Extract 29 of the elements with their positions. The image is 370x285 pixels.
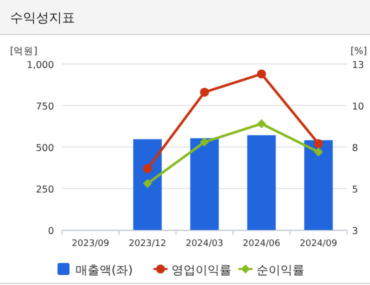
x-tick-label: 2024/03 — [186, 239, 224, 249]
y-tick-label: 500 — [36, 143, 54, 154]
y2-axis-title: [%] — [350, 46, 367, 57]
point — [314, 139, 323, 148]
legend-label: 매출액(좌) — [76, 263, 133, 277]
y-tick-label: 750 — [36, 102, 54, 112]
point — [143, 164, 152, 174]
y-tick-label: 250 — [36, 184, 54, 196]
y-tick-label: 0 — [48, 226, 54, 237]
point — [257, 69, 266, 78]
point — [143, 179, 152, 188]
y-tick-label: 1,000 — [26, 60, 54, 71]
x-tick-label: 2023/12 — [128, 239, 166, 249]
chart-title: 수익성지표 — [10, 11, 75, 26]
y2-tick-label: 3 — [352, 226, 358, 237]
legend-label: 영업이익률 — [172, 263, 232, 277]
point — [200, 138, 209, 147]
x-tick-label: 2024/09 — [300, 239, 338, 249]
y2-tick-label: 8 — [352, 143, 358, 154]
x-tick-label: 2024/06 — [242, 239, 280, 249]
y2-tick-label: 13 — [352, 60, 364, 71]
point — [314, 147, 323, 156]
point — [257, 119, 266, 128]
point — [200, 88, 209, 97]
y2-tick-label: 10 — [352, 102, 364, 112]
y2-tick-label: 5 — [352, 184, 358, 196]
x-tick-label: 2023/09 — [72, 239, 110, 249]
y-axis-title: [억원] — [10, 46, 38, 57]
legend-label: 순이익률 — [256, 263, 304, 277]
